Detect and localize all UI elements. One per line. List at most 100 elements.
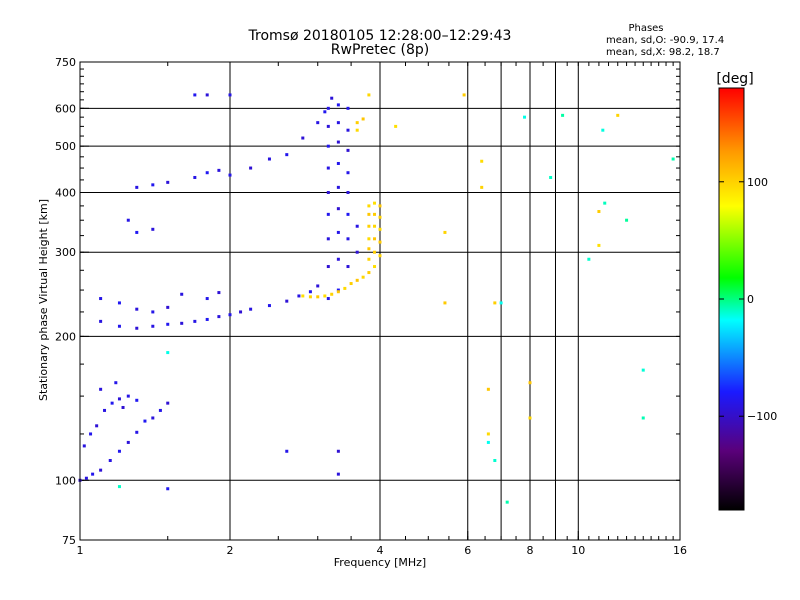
echo-point [367,271,371,275]
echo-point [336,140,340,144]
echo-point [346,212,350,216]
echo-point [603,201,607,205]
echo-point [249,166,253,170]
echo-point [135,398,139,402]
y-tick-label: 750 [55,56,76,69]
echo-point [217,315,221,319]
grid-lines [80,62,680,540]
echo-point [151,227,155,231]
echo-point [193,319,197,323]
echo-point [361,275,365,279]
echo-point [151,416,155,420]
echo-point [166,401,170,405]
echo-point [117,397,121,401]
echo-point [336,449,340,453]
echo-point [505,500,509,504]
x-tick-label: 8 [527,544,534,557]
echo-point [373,250,377,254]
echo-point [82,444,86,448]
echo-point [587,257,591,261]
echo-point [151,183,155,187]
echo-point [346,106,350,110]
echo-point [378,227,382,231]
echo-point [367,224,371,228]
echo-point [121,405,125,409]
echo-point [346,190,350,194]
plot-frame [79,61,681,541]
echo-point [378,204,382,208]
y-tick-label: 400 [55,186,76,199]
echo-point [528,381,532,385]
echo-point [367,237,371,241]
echo-point [336,121,340,125]
echo-point [308,290,312,294]
echo-point [443,301,447,305]
echo-point [346,128,350,132]
echo-point [135,230,139,234]
echo-point [151,310,155,314]
echo-point [267,157,271,161]
echo-point [346,265,350,269]
echo-point [180,292,184,296]
echo-point [641,368,645,372]
echo-point [103,408,107,412]
echo-point [166,351,170,355]
echo-point [355,250,359,254]
echo-points [78,93,675,504]
echo-point [308,295,312,299]
echo-point [336,472,340,476]
echo-point [193,175,197,179]
y-tick-label: 600 [55,102,76,115]
echo-point [486,432,490,436]
echo-point [158,408,162,412]
echo-point [367,257,371,261]
echo-point [228,313,232,317]
echo-point [301,294,305,298]
echo-point [336,103,340,107]
echo-point [373,265,377,269]
echo-point [99,468,103,472]
echo-point [323,294,327,298]
echo-point [89,432,93,436]
echo-point [597,243,601,247]
echo-point [480,159,484,163]
chart-subtitle: RwPretec (8p) [331,42,429,58]
echo-point [117,485,121,489]
colorbar-tick-label: 100 [747,176,768,189]
echo-point [99,319,103,323]
y-tick-label: 300 [55,246,76,259]
echo-point [110,401,114,405]
echo-point [95,424,99,428]
echo-point [486,387,490,391]
echo-point [285,299,289,303]
echo-point [297,294,301,298]
echo-point [166,305,170,309]
echo-point [523,115,527,119]
echo-point [336,290,340,294]
echo-point [336,185,340,189]
echo-point [641,416,645,420]
echo-point [355,121,359,125]
echo-point [493,301,497,305]
echo-point [326,124,330,128]
echo-point [346,171,350,175]
echo-point [301,136,305,140]
echo-point [316,295,320,299]
echo-point [394,124,398,128]
echo-point [326,144,330,148]
echo-point [355,128,359,132]
echo-point [528,416,532,420]
echo-point [267,304,271,308]
echo-point [378,240,382,244]
echo-point [166,322,170,326]
echo-point [373,201,377,205]
colorbar-tick-label: 0 [747,293,754,306]
echo-point [499,301,503,305]
x-tick-label: 10 [571,544,585,557]
echo-point [326,297,330,301]
echo-point [336,257,340,261]
echo-point [671,157,675,161]
echo-point [625,218,629,222]
echo-point [135,185,139,189]
